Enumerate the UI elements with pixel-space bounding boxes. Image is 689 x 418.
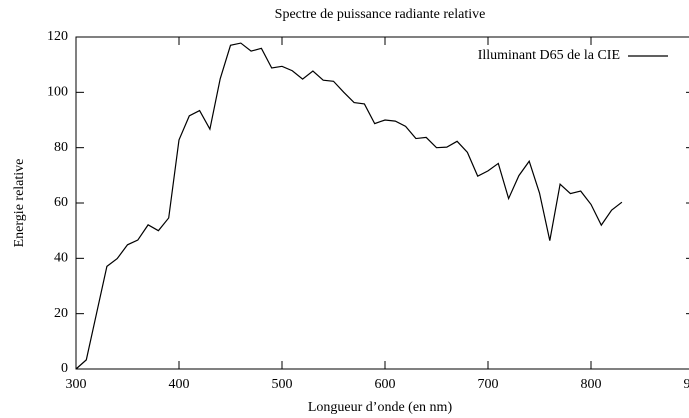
y-tick-label: 120 bbox=[47, 29, 68, 44]
x-tick-label: 600 bbox=[375, 377, 396, 392]
y-tick-label: 100 bbox=[47, 85, 68, 100]
data-line bbox=[75, 42, 623, 370]
chart-title: Spectre de puissance radiante relative bbox=[275, 7, 486, 22]
x-tick-label: 700 bbox=[478, 377, 499, 392]
legend-label: Illuminant D65 de la CIE bbox=[478, 48, 620, 63]
y-axis-label: Energie relative bbox=[12, 159, 27, 248]
y-tick-label: 20 bbox=[54, 306, 68, 321]
x-tick-label: 300 bbox=[66, 377, 87, 392]
y-tick-label: 60 bbox=[54, 195, 68, 210]
x-axis-label: Longueur d’onde (en nm) bbox=[308, 400, 453, 415]
x-tick-label: 800 bbox=[581, 377, 602, 392]
plot-frame bbox=[75, 36, 689, 370]
x-tick-label: 500 bbox=[272, 377, 293, 392]
x-tick-label: 900 bbox=[684, 377, 689, 392]
y-tick-label: 40 bbox=[54, 251, 68, 266]
y-tick-label: 80 bbox=[54, 140, 68, 155]
y-tick-label: 0 bbox=[61, 361, 68, 376]
x-tick-label: 400 bbox=[169, 377, 190, 392]
